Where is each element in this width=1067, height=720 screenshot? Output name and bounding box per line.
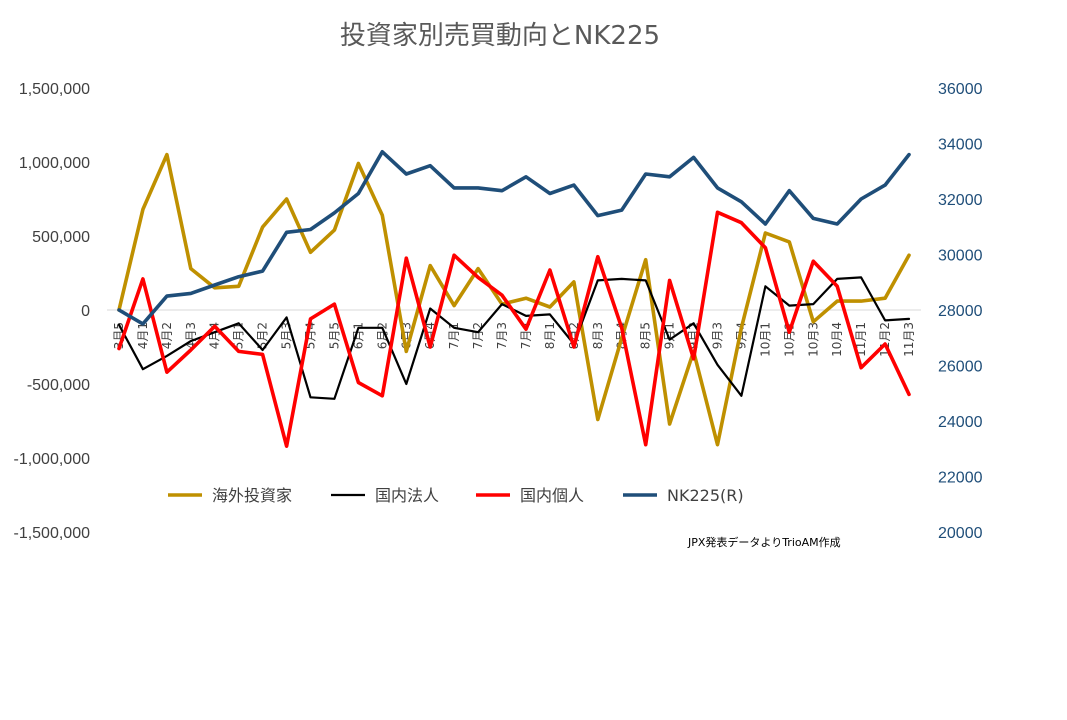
y-right-tick-label: 24000 [938,414,983,431]
series-line [117,150,911,326]
y-right-tick-label: 30000 [938,248,983,265]
x-tick-label: 8月3 [591,322,605,349]
legend-label: 国内法人 [375,486,439,505]
y-right-tick-label: 36000 [938,81,983,98]
y-left-tick-label: 500,000 [32,229,90,246]
legend-label: 国内個人 [520,486,584,505]
series-line [117,210,911,449]
x-tick-label: 5月5 [327,322,341,349]
source-note: JPX発表データよりTrioAM作成 [687,535,841,549]
series-line [117,152,911,447]
x-tick-label: 5月2 [256,322,270,349]
legend-label: 海外投資家 [212,486,292,505]
x-tick-label: 8月5 [639,322,653,349]
y-left-tick-label: -1,500,000 [13,525,90,542]
y-right-tick-label: 32000 [938,192,983,209]
x-tick-label: 4月2 [160,322,174,349]
y-right-tick-label: 22000 [938,470,983,487]
y-left-tick-label: -500,000 [27,377,90,394]
x-tick-label: 10月1 [758,322,772,357]
y-left-tick-label: 1,500,000 [19,81,90,98]
x-tick-label: 7月4 [519,322,533,349]
y-left-tick-label: -1,000,000 [13,451,90,468]
legend-label: NK225(R) [667,486,744,505]
x-tick-label: 10月4 [830,322,844,357]
y-left-tick-label: 1,000,000 [19,155,90,172]
x-tick-label: 4月1 [136,322,150,349]
x-tick-label: 8月1 [543,322,557,349]
chart-title: 投資家別売買動向とNK225 [340,21,660,51]
y-right-tick-label: 26000 [938,359,983,376]
x-tick-label: 9月3 [711,322,725,349]
y-axis-right: 36000 34000 32000 30000 28000 26000 24000 22000… [938,81,983,542]
y-right-tick-label: 20000 [938,525,983,542]
x-tick-label: 7月1 [447,322,461,349]
y-right-tick-label: 34000 [938,137,983,154]
y-axis-left: 1,500,000 1,000,000 500,000 0 -500,000 -1,000… [13,81,90,542]
x-tick-label: 11月3 [902,322,916,357]
legend: 海外投資家 国内法人 国内個人 NK225(R) [168,486,744,505]
x-tick-label: 10月2 [782,322,796,357]
x-tick-label: 7月3 [495,322,509,349]
x-tick-label: 11月1 [854,322,868,357]
y-right-tick-label: 28000 [938,303,983,320]
series-lines [117,150,911,449]
x-tick-label: 10月3 [806,322,820,357]
x-tick-label: 6月2 [375,322,389,349]
y-left-tick-label: 0 [81,303,90,320]
